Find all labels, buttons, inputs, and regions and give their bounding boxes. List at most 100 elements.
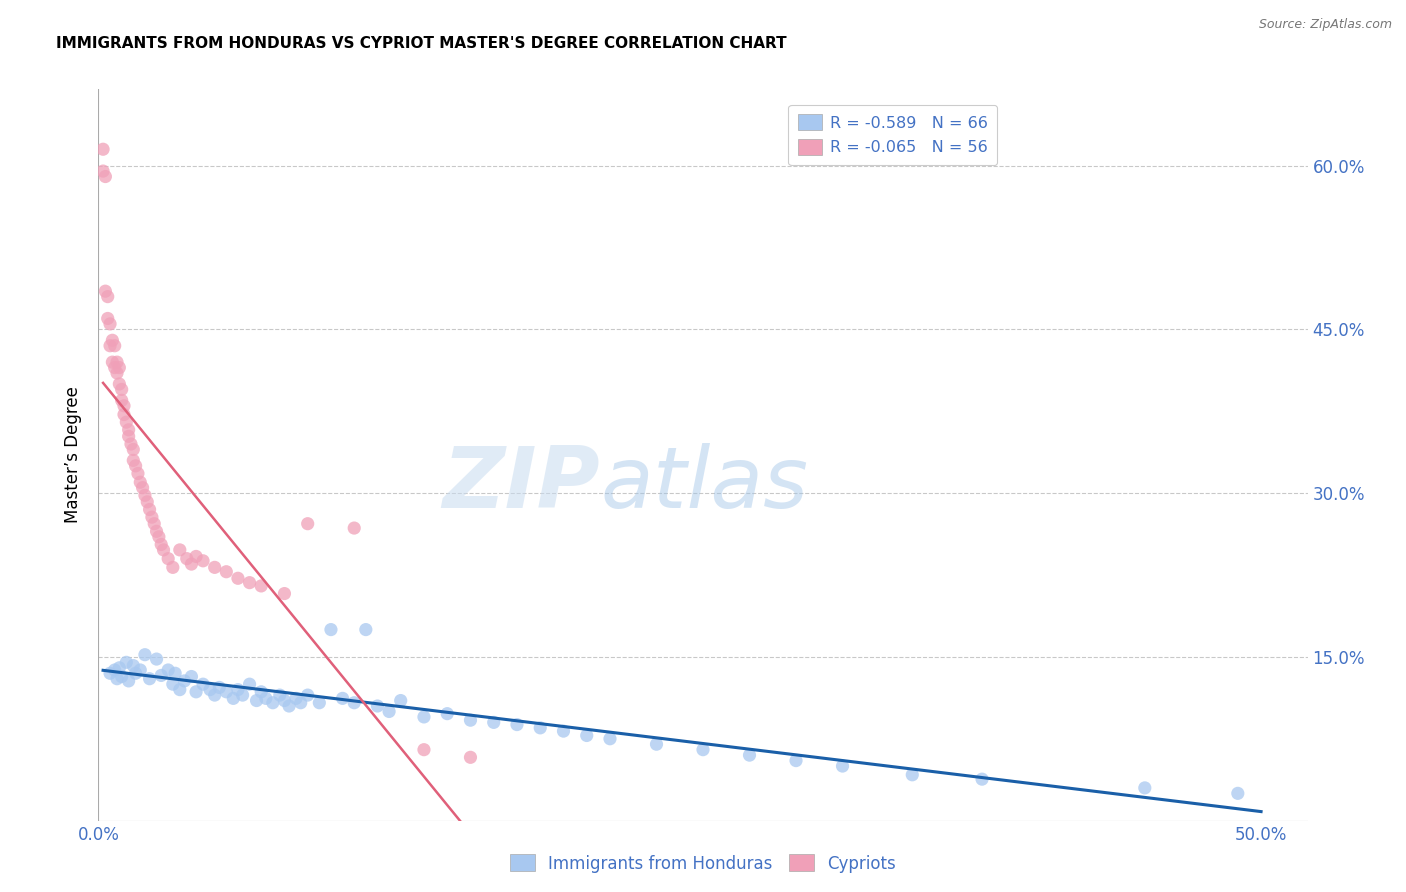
Point — [91, 164, 114, 178]
Point — [122, 442, 145, 457]
Point — [343, 696, 366, 710]
Point — [129, 475, 152, 490]
Text: Source: ZipAtlas.com: Source: ZipAtlas.com — [1258, 18, 1392, 31]
Point — [343, 521, 366, 535]
Point — [122, 453, 145, 467]
Point — [111, 669, 134, 683]
Point — [599, 731, 621, 746]
Y-axis label: Master’s Degree: Master’s Degree — [65, 386, 83, 524]
Point — [215, 565, 238, 579]
Point — [162, 560, 184, 574]
Point — [290, 696, 312, 710]
Point — [108, 661, 131, 675]
Point — [150, 668, 173, 682]
Point — [198, 682, 221, 697]
Point — [134, 488, 156, 502]
Text: ZIP: ZIP — [443, 442, 600, 525]
Point — [98, 666, 121, 681]
Point — [145, 524, 167, 539]
Point — [173, 673, 195, 688]
Point — [389, 693, 412, 707]
Point — [250, 685, 273, 699]
Point — [506, 717, 529, 731]
Point — [112, 408, 135, 422]
Point — [176, 551, 198, 566]
Point — [94, 284, 117, 298]
Point — [553, 724, 575, 739]
Point — [120, 437, 142, 451]
Point — [482, 715, 505, 730]
Point — [191, 554, 214, 568]
Point — [184, 685, 207, 699]
Point — [118, 673, 141, 688]
Point — [1226, 786, 1249, 800]
Point — [101, 333, 124, 347]
Point — [115, 656, 138, 670]
Point — [308, 696, 330, 710]
Point — [413, 710, 436, 724]
Legend: R = -0.589   N = 66, R = -0.065   N = 56: R = -0.589 N = 66, R = -0.065 N = 56 — [789, 104, 997, 165]
Point — [145, 652, 167, 666]
Point — [104, 360, 127, 375]
Point — [104, 339, 127, 353]
Point — [94, 169, 117, 184]
Point — [108, 360, 131, 375]
Point — [529, 721, 551, 735]
Point — [150, 537, 173, 551]
Point — [169, 542, 191, 557]
Point — [297, 516, 319, 531]
Point — [785, 754, 807, 768]
Point — [239, 677, 262, 691]
Point — [738, 748, 761, 763]
Text: IMMIGRANTS FROM HONDURAS VS CYPRIOT MASTER'S DEGREE CORRELATION CHART: IMMIGRANTS FROM HONDURAS VS CYPRIOT MAST… — [56, 36, 787, 51]
Point — [262, 696, 284, 710]
Point — [204, 560, 226, 574]
Point — [131, 481, 153, 495]
Point — [143, 516, 166, 531]
Point — [157, 663, 180, 677]
Point — [273, 586, 295, 600]
Point — [413, 742, 436, 756]
Point — [215, 685, 238, 699]
Point — [108, 376, 131, 391]
Point — [184, 549, 207, 564]
Point — [97, 311, 120, 326]
Point — [101, 355, 124, 369]
Point — [105, 672, 128, 686]
Point — [124, 458, 146, 473]
Point — [226, 682, 249, 697]
Point — [226, 571, 249, 585]
Point — [692, 742, 714, 756]
Point — [285, 691, 308, 706]
Point — [575, 729, 598, 743]
Point — [105, 366, 128, 380]
Point — [169, 682, 191, 697]
Point — [831, 759, 853, 773]
Point — [136, 495, 159, 509]
Point — [645, 737, 668, 751]
Point — [157, 551, 180, 566]
Point — [138, 672, 160, 686]
Point — [118, 423, 141, 437]
Point — [98, 339, 121, 353]
Point — [460, 750, 482, 764]
Point — [129, 663, 152, 677]
Legend: Immigrants from Honduras, Cypriots: Immigrants from Honduras, Cypriots — [503, 847, 903, 880]
Point — [254, 691, 277, 706]
Point — [436, 706, 458, 721]
Point — [138, 502, 160, 516]
Point — [124, 666, 146, 681]
Point — [250, 579, 273, 593]
Point — [97, 290, 120, 304]
Point — [278, 698, 301, 713]
Point — [269, 688, 291, 702]
Point — [111, 393, 134, 408]
Point — [297, 688, 319, 702]
Point — [165, 666, 187, 681]
Point — [127, 467, 149, 481]
Point — [245, 693, 267, 707]
Point — [319, 623, 342, 637]
Point — [232, 688, 254, 702]
Point — [332, 691, 354, 706]
Point — [239, 575, 262, 590]
